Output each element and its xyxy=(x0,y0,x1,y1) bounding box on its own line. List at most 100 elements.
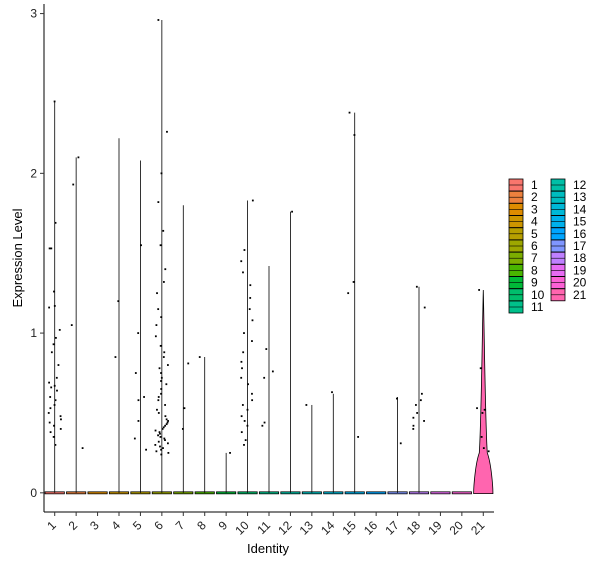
data-point xyxy=(77,156,80,159)
y-tick-label: 3 xyxy=(30,7,37,21)
data-point xyxy=(157,399,160,402)
data-point xyxy=(159,445,161,448)
legend-label-1: 1 xyxy=(531,178,538,192)
data-point xyxy=(164,415,167,418)
data-point xyxy=(251,319,254,322)
data-point xyxy=(163,437,166,440)
x-tick-label: 1 xyxy=(44,518,59,533)
data-point xyxy=(157,434,159,437)
data-point xyxy=(160,392,162,395)
data-point xyxy=(241,367,243,370)
x-tick-label: 4 xyxy=(108,518,123,533)
data-point xyxy=(482,447,485,450)
data-point xyxy=(155,324,158,326)
data-point xyxy=(242,351,245,354)
data-point xyxy=(352,281,355,283)
data-point xyxy=(271,370,274,373)
data-point xyxy=(133,437,136,440)
data-point xyxy=(53,424,55,427)
data-point xyxy=(48,381,50,384)
data-point xyxy=(53,404,56,406)
data-point xyxy=(162,426,165,429)
data-point xyxy=(160,453,163,456)
data-point xyxy=(249,284,252,287)
data-point xyxy=(52,343,55,346)
data-point xyxy=(167,364,169,366)
x-tick-label: 18 xyxy=(404,518,424,538)
data-point xyxy=(161,428,164,430)
data-point xyxy=(53,100,56,103)
data-point xyxy=(57,364,60,366)
data-point xyxy=(348,111,351,114)
data-point xyxy=(140,244,142,247)
data-point xyxy=(246,408,249,411)
data-point xyxy=(164,424,167,427)
violin-cluster-21 xyxy=(473,289,494,495)
legend-label-5: 5 xyxy=(531,227,538,241)
data-point xyxy=(162,281,165,283)
data-point xyxy=(478,289,481,291)
legend-label-16: 16 xyxy=(573,227,587,241)
data-point xyxy=(53,305,56,307)
data-point xyxy=(480,436,483,438)
data-point xyxy=(347,292,350,295)
legend-label-19: 19 xyxy=(573,263,587,277)
data-point xyxy=(246,424,249,427)
data-point xyxy=(229,451,231,454)
legend-label-2: 2 xyxy=(531,190,538,204)
data-point xyxy=(483,408,486,411)
data-point xyxy=(50,247,53,250)
legend-label-14: 14 xyxy=(573,202,587,216)
data-point xyxy=(58,328,61,331)
data-point xyxy=(157,308,160,311)
data-point xyxy=(261,424,264,427)
data-point xyxy=(157,412,160,414)
data-point xyxy=(160,316,163,319)
data-point xyxy=(415,404,417,406)
data-point xyxy=(159,244,162,247)
legend-label-11: 11 xyxy=(531,300,544,314)
data-point xyxy=(60,418,62,421)
data-point xyxy=(240,431,243,434)
data-point xyxy=(156,292,158,295)
violin-cluster-20-base xyxy=(451,491,472,495)
data-point xyxy=(137,332,140,334)
data-point xyxy=(476,407,478,410)
x-tick-label: 19 xyxy=(425,518,445,538)
data-point xyxy=(159,436,162,438)
x-tick-label: 2 xyxy=(66,518,81,533)
data-point xyxy=(53,384,56,387)
data-point xyxy=(243,444,245,446)
legend-label-12: 12 xyxy=(573,178,587,192)
data-point xyxy=(187,362,190,365)
data-point xyxy=(54,221,57,224)
data-point xyxy=(240,260,243,263)
data-point xyxy=(479,367,482,370)
data-point xyxy=(240,376,243,379)
data-point xyxy=(81,447,84,450)
x-tick-label: 20 xyxy=(447,518,467,538)
data-point xyxy=(247,383,249,386)
data-point xyxy=(291,210,293,213)
data-point xyxy=(198,356,201,358)
data-point xyxy=(157,440,160,443)
data-point xyxy=(55,336,57,339)
x-tick-label: 12 xyxy=(275,518,295,538)
legend-label-15: 15 xyxy=(573,215,587,229)
data-point xyxy=(55,376,58,379)
x-tick-label: 13 xyxy=(297,518,317,538)
data-point xyxy=(183,407,186,410)
data-point xyxy=(157,396,160,398)
data-point xyxy=(265,348,268,350)
data-point xyxy=(167,442,169,445)
data-point xyxy=(240,360,243,363)
data-point xyxy=(357,436,360,438)
data-point xyxy=(54,399,57,402)
x-tick-label: 8 xyxy=(194,518,209,533)
data-point xyxy=(154,429,157,432)
data-point xyxy=(423,420,425,422)
data-point xyxy=(50,351,53,354)
data-point xyxy=(155,450,158,453)
legend-label-18: 18 xyxy=(573,251,587,265)
